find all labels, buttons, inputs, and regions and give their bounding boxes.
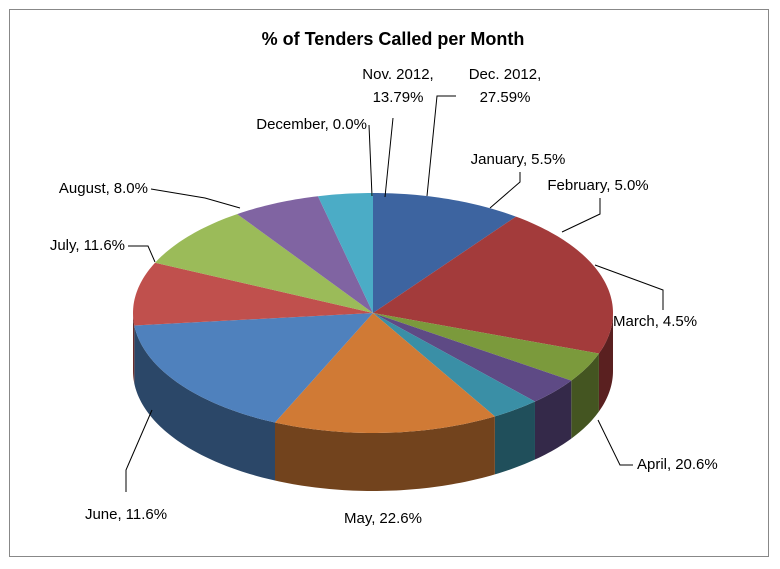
pie-side	[534, 380, 572, 460]
pie-slice	[373, 313, 599, 381]
pie-slice	[155, 214, 373, 313]
value-label: 5.0%	[614, 177, 648, 194]
data-label: Dec. 2012, 27.59%	[469, 66, 542, 106]
pie-slice	[373, 193, 516, 313]
category-label: August	[59, 180, 107, 197]
pie-slice	[275, 313, 495, 433]
leader-line	[426, 95, 456, 197]
pie-side	[494, 401, 535, 475]
value-label: 0.0%	[333, 116, 367, 133]
data-label: Nov. 2012, 13.79%	[362, 66, 433, 106]
data-label: January, 5.5%	[471, 151, 566, 168]
pie-side	[571, 353, 599, 439]
value-label: 27.59%	[480, 89, 531, 106]
data-label: December, 0.0%	[256, 116, 367, 133]
pie-slices	[133, 193, 613, 433]
pie-slice	[373, 313, 535, 417]
value-label: 11.6%	[126, 506, 167, 523]
category-label: March	[613, 313, 655, 330]
value-label: 22.6%	[379, 510, 422, 527]
data-label: August, 8.0%	[59, 180, 148, 197]
pie-slice	[373, 313, 572, 402]
pie-slice	[134, 313, 373, 423]
leader-line	[489, 172, 521, 209]
value-label: 20.6%	[675, 456, 718, 473]
leader-line	[384, 117, 394, 198]
value-label: 4.5%	[663, 313, 697, 330]
label-separator: ,	[537, 66, 541, 83]
leader-line	[150, 188, 241, 209]
leader-line	[125, 409, 153, 492]
chart-title: % of Tenders Called per Month	[262, 29, 525, 49]
leader-line	[597, 419, 633, 466]
label-separator: ,	[371, 510, 375, 527]
label-separator: ,	[75, 237, 79, 254]
label-separator: ,	[430, 66, 434, 83]
data-label: April, 20.6%	[637, 456, 718, 473]
label-separator: ,	[523, 151, 527, 168]
pie-slice	[237, 196, 373, 313]
pie-slice	[317, 193, 373, 313]
data-label: July, 11.6%	[50, 237, 125, 254]
data-label: March, 4.5%	[613, 313, 697, 330]
pie-side	[598, 313, 613, 412]
label-separator: ,	[655, 313, 659, 330]
label-separator: ,	[106, 180, 110, 197]
category-label: Nov. 2012	[362, 66, 429, 83]
value-label: 11.6%	[84, 237, 125, 254]
category-label: May	[344, 510, 373, 527]
pie-side	[275, 416, 495, 491]
value-label: 5.5%	[531, 151, 565, 168]
pie-slice	[133, 262, 373, 326]
category-label: December	[256, 116, 325, 133]
category-label: February	[547, 177, 608, 194]
label-separator: ,	[117, 506, 121, 523]
leader-line	[561, 198, 601, 233]
pie-slice	[373, 216, 613, 354]
pie-sides	[133, 313, 613, 491]
data-label: February, 5.0%	[547, 177, 648, 194]
label-separator: ,	[606, 177, 610, 194]
label-separator: ,	[667, 456, 671, 473]
pie-side	[133, 313, 135, 384]
label-separator: ,	[325, 116, 329, 133]
category-label: January	[471, 151, 525, 168]
category-label: Dec. 2012	[469, 66, 537, 83]
category-label: July	[50, 237, 77, 254]
category-label: April	[637, 456, 667, 473]
data-label: June, 11.6%	[85, 506, 167, 523]
data-label: May, 22.6%	[344, 510, 422, 527]
pie-side	[134, 325, 275, 481]
value-label: 13.79%	[373, 89, 424, 106]
leader-line	[368, 124, 373, 197]
leader-line	[594, 264, 664, 310]
value-label: 8.0%	[114, 180, 148, 197]
leader-line	[128, 245, 156, 263]
category-label: June	[85, 506, 118, 523]
